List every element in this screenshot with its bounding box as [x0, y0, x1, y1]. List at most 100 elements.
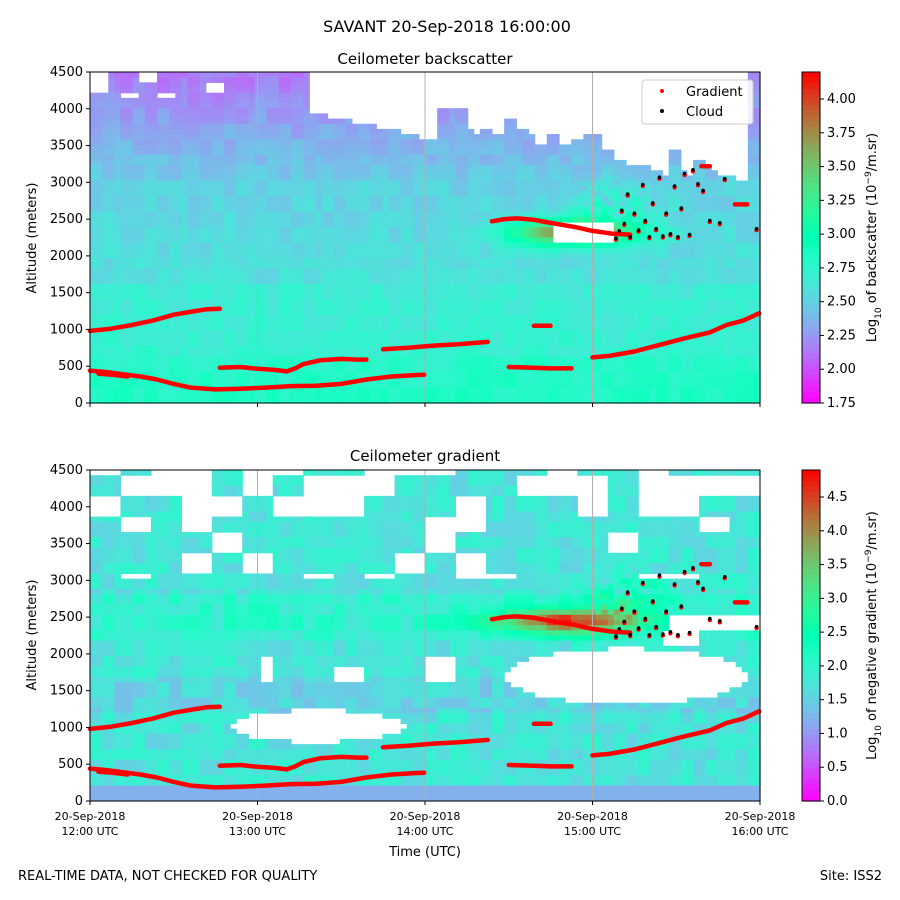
heatmap-cell	[248, 97, 256, 104]
heatmap-cell	[126, 211, 134, 218]
heatmap-cell	[351, 330, 359, 337]
heatmap-cell	[619, 325, 627, 332]
heatmap-cell	[266, 211, 274, 218]
heatmap-cell	[242, 185, 249, 192]
heatmap-cell	[571, 294, 578, 301]
heatmap-cell	[522, 340, 530, 347]
heatmap-cell	[96, 180, 103, 187]
heatmap-cell	[571, 278, 578, 285]
heatmap-cell	[90, 346, 97, 352]
heatmap-cell	[437, 294, 444, 301]
heatmap-cell	[540, 351, 548, 358]
heatmap-cell	[522, 382, 530, 389]
heatmap-cell	[297, 284, 304, 290]
heatmap-cell	[528, 201, 536, 208]
heatmap-cell	[217, 185, 225, 192]
heatmap-cell	[132, 165, 140, 171]
heatmap-cell	[205, 77, 213, 83]
heatmap-cell	[619, 294, 627, 301]
heatmap-cell	[199, 196, 207, 202]
heatmap-cell	[619, 242, 627, 249]
heatmap-cell	[90, 247, 97, 254]
heatmap-cell	[364, 284, 371, 290]
heatmap-cell	[321, 170, 329, 177]
heatmap-cell	[345, 268, 353, 275]
heatmap-cell	[114, 397, 122, 404]
heatmap-cell	[230, 397, 237, 404]
heatmap-cell	[315, 134, 323, 140]
heatmap-cell	[528, 149, 536, 156]
heatmap-cell	[102, 397, 109, 404]
heatmap-cell	[266, 263, 274, 270]
heatmap-cell	[613, 185, 621, 192]
heatmap-cell	[144, 128, 152, 135]
heatmap-cell	[461, 278, 469, 285]
heatmap-cell	[297, 387, 304, 394]
heatmap-cell	[449, 190, 457, 197]
heatmap-cell	[297, 299, 304, 306]
heatmap-cell	[114, 356, 122, 363]
heatmap-cell	[339, 154, 347, 161]
heatmap-cell	[333, 397, 341, 404]
heatmap-cell	[394, 206, 402, 213]
heatmap-cell	[333, 227, 341, 233]
heatmap-cell	[504, 335, 511, 342]
heatmap-cell	[382, 185, 390, 192]
heatmap-cell	[278, 377, 286, 383]
heatmap-cell	[595, 330, 603, 337]
heatmap-cell	[607, 325, 615, 332]
heatmap-cell	[455, 346, 463, 352]
heatmap-cell	[163, 247, 170, 254]
heatmap-cell	[455, 289, 463, 295]
heatmap-cell	[120, 108, 128, 114]
heatmap-cell	[193, 284, 201, 290]
heatmap-cell	[236, 165, 243, 171]
heatmap-cell	[619, 175, 627, 182]
heatmap-cell	[187, 273, 195, 280]
heatmap-cell	[193, 382, 201, 389]
heatmap-cell	[205, 108, 213, 114]
heatmap-cell	[242, 361, 249, 368]
heatmap-cell	[309, 361, 316, 368]
heatmap-cell	[559, 387, 566, 394]
heatmap-cell	[485, 268, 493, 275]
heatmap-cell	[370, 134, 377, 140]
heatmap-cell	[431, 144, 438, 151]
heatmap-cell	[96, 273, 103, 280]
heatmap-cell	[333, 325, 341, 332]
heatmap-cell	[157, 190, 164, 197]
heatmap-cell	[613, 387, 621, 394]
heatmap-cell	[187, 216, 195, 223]
heatmap-cell	[266, 371, 274, 378]
heatmap-cell	[345, 377, 353, 383]
heatmap-cell	[266, 294, 274, 301]
heatmap-cell	[333, 170, 341, 177]
heatmap-cell	[199, 97, 207, 104]
heatmap-cell	[230, 72, 237, 78]
heatmap-cell	[230, 284, 237, 290]
heatmap-cell	[412, 175, 420, 182]
heatmap-cell	[96, 377, 103, 383]
heatmap-cell	[333, 309, 341, 316]
heatmap-cell	[370, 371, 377, 378]
heatmap-cell	[601, 294, 609, 301]
heatmap-cell	[205, 232, 213, 239]
heatmap-cell	[546, 144, 554, 151]
heatmap-cell	[522, 180, 530, 187]
heatmap-cell	[236, 335, 243, 342]
heatmap-cell	[449, 211, 457, 218]
heatmap-cell	[309, 304, 316, 311]
heatmap-cell	[108, 221, 115, 228]
heatmap-cell	[224, 72, 231, 78]
heatmap-cell	[492, 196, 499, 202]
heatmap-cell	[278, 258, 286, 264]
heatmap-cell	[297, 253, 304, 259]
heatmap-cell	[266, 221, 274, 228]
heatmap-cell	[157, 273, 164, 280]
heatmap-cell	[102, 92, 109, 99]
heatmap-cell	[236, 185, 243, 192]
heatmap-cell	[473, 392, 481, 399]
heatmap-cell	[498, 377, 505, 383]
heatmap-cell	[418, 144, 426, 151]
heatmap-cell	[485, 273, 493, 280]
